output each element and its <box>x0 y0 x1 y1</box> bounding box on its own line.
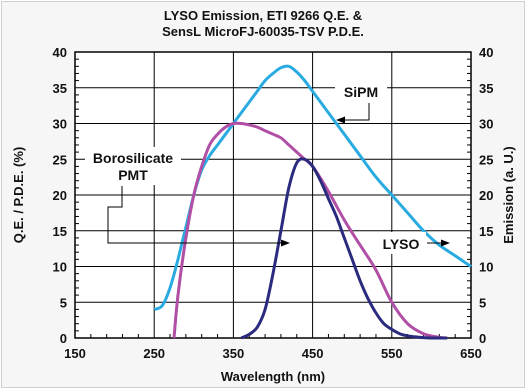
annotation-sipm-arrowhead <box>336 116 345 124</box>
y-tick-label-right: 25 <box>479 152 493 167</box>
y-tick-label-right: 15 <box>479 224 493 239</box>
annotation-sipm-box <box>335 80 387 102</box>
grid <box>74 51 472 339</box>
y-axis-label-left: Q.E. / P.D.E. (%) <box>11 147 26 244</box>
y-tick-label-right: 5 <box>479 295 486 310</box>
y-tick-label-left: 20 <box>53 188 67 203</box>
series-line-lyso <box>240 157 448 340</box>
annotation-sipm: SiPM <box>335 80 387 124</box>
annotation-pmt-label-2: PMT <box>118 167 148 183</box>
annotation-lyso: LYSO <box>376 232 450 254</box>
series-lines <box>153 64 472 340</box>
annotation-pmt: Borosilicate PMT <box>85 147 290 247</box>
annotation-pmt-arrow <box>107 186 282 244</box>
x-tick-label: 250 <box>143 346 165 361</box>
y-tick-label-left: 25 <box>53 152 67 167</box>
x-tick-label: 650 <box>460 346 482 361</box>
annotation-lyso-label: LYSO <box>383 236 420 252</box>
y-tick-label-left: 35 <box>53 81 67 96</box>
x-tick-label: 450 <box>302 346 324 361</box>
annotation-pmt-arrowhead <box>281 239 290 247</box>
annotation-lyso-box <box>376 232 426 254</box>
y-tick-label-left: 10 <box>53 260 67 275</box>
y-tick-label-left: 5 <box>60 295 67 310</box>
y-tick-label-left: 30 <box>53 117 67 132</box>
chart-title-line-1: LYSO Emission, ETI 9266 Q.E. & <box>164 8 362 23</box>
annotation-pmt-label-1: Borosilicate <box>93 150 173 166</box>
y-tick-label-right: 35 <box>479 81 493 96</box>
y-tick-label-left: 0 <box>60 331 67 346</box>
chart: LYSO Emission, ETI 9266 Q.E. & SensL Mic… <box>11 8 516 384</box>
x-tick-label: 550 <box>381 346 403 361</box>
y-axis-label-right: Emission (a. U.) <box>501 146 516 244</box>
y-tick-label-right: 0 <box>479 331 486 346</box>
y-tick-label-left: 15 <box>53 224 67 239</box>
annotation-sipm-label: SiPM <box>344 84 378 100</box>
y-tick-label-left: 40 <box>53 45 67 60</box>
series-line-borosilicate-pmt <box>172 121 448 340</box>
y-tick-label-right: 20 <box>479 188 493 203</box>
chart-title-line-2: SensL MicroFJ-60035-TSV P.D.E. <box>162 24 364 39</box>
x-tick-label: 150 <box>64 346 86 361</box>
y-tick-label-right: 30 <box>479 117 493 132</box>
annotation-sipm-arrow <box>344 103 370 121</box>
y-tick-label-right: 10 <box>479 260 493 275</box>
annotation-pmt-box <box>85 147 181 185</box>
x-tick-label: 350 <box>223 346 245 361</box>
annotation-lyso-arrowhead <box>441 239 450 247</box>
x-axis-label: Wavelength (nm) <box>221 369 325 384</box>
y-tick-label-right: 40 <box>479 45 493 60</box>
